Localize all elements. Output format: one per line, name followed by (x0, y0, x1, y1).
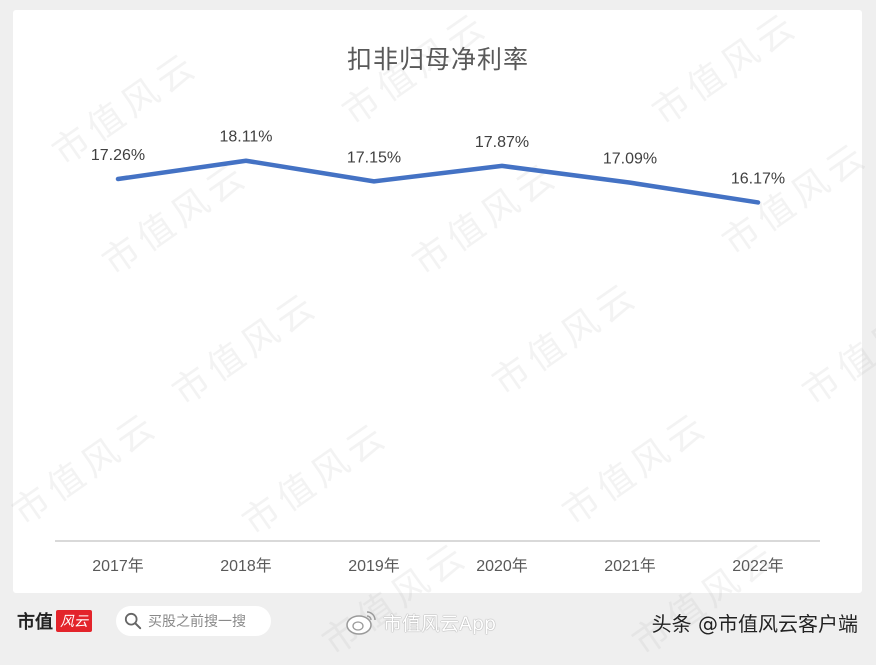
x-tick-label: 2022年 (732, 557, 784, 575)
chart-title: 扣非归母净利率 (346, 45, 529, 74)
weibo-watermark: 市值风云App (345, 608, 496, 636)
x-tick-label: 2017年 (92, 557, 144, 575)
x-tick-label: 2020年 (476, 557, 528, 575)
brand-logo: 市值 风云 (17, 608, 92, 634)
line-chart: 17.26% 18.11% 17.15% 17.87% 17.09% 16.17% 201… (55, 129, 820, 575)
data-label: 17.26% (91, 147, 145, 164)
data-label: 17.15% (347, 149, 401, 166)
footer: 市值 风云 买股之前搜一搜 市值风云App 头条 @市值风云客户端 (0, 596, 876, 653)
search-icon (124, 612, 142, 630)
toutiao-credit: 头条 @市值风云客户端 (651, 612, 858, 636)
data-label: 16.17% (731, 170, 785, 187)
series-line (115, 158, 761, 205)
x-axis-labels: 2017年 2018年 2019年 2020年 2021年 2022年 (92, 557, 784, 575)
chart-card (13, 10, 862, 593)
data-label: 18.11% (219, 129, 272, 146)
x-tick-label: 2018年 (220, 557, 272, 575)
brand-text: 市值 (17, 612, 53, 633)
data-labels: 17.26% 18.11% 17.15% 17.87% 17.09% 16.17% (91, 129, 785, 188)
search-placeholder: 买股之前搜一搜 (148, 614, 246, 630)
data-label: 17.09% (603, 151, 657, 168)
search-box[interactable]: 买股之前搜一搜 (116, 606, 271, 636)
data-label: 17.87% (475, 134, 529, 151)
x-tick-label: 2019年 (348, 557, 400, 575)
weibo-icon (346, 611, 376, 635)
x-tick-label: 2021年 (604, 557, 656, 575)
weibo-text: 市值风云App (383, 612, 497, 635)
brand-red-badge: 风云 (56, 610, 92, 632)
